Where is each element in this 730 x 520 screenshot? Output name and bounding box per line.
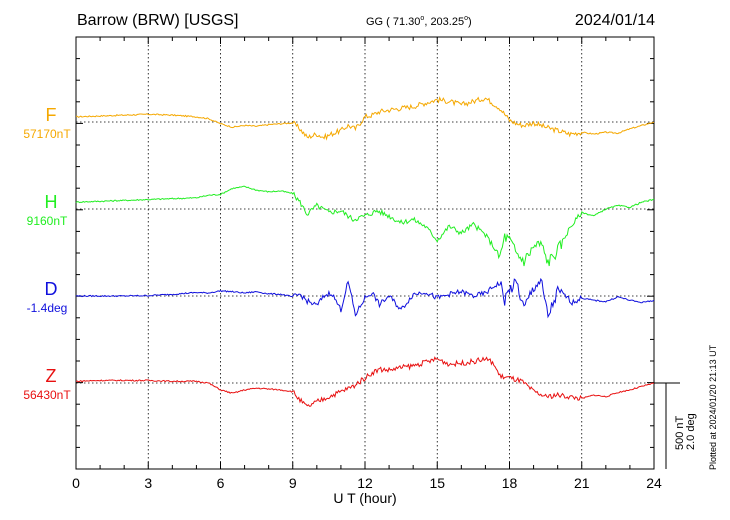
x-axis-label: U T (hour) — [333, 490, 396, 506]
series-name-Z: Z — [46, 366, 57, 386]
scale-bar-label-deg: 2.0 deg — [685, 413, 697, 450]
x-tick-label-3: 3 — [144, 475, 152, 491]
series-line-D — [75, 277, 655, 319]
station-coordinates: GG ( 71.30o, 203.25o) — [366, 15, 472, 28]
x-tick-label-18: 18 — [502, 475, 518, 491]
series-baseline-H: 9160nT — [27, 214, 68, 228]
series-line-Z — [75, 356, 655, 407]
grid-lines — [76, 37, 654, 469]
series-line-H — [75, 185, 655, 267]
series-line-F — [76, 96, 655, 141]
x-tick-label-21: 21 — [574, 475, 590, 491]
x-tick-label-6: 6 — [217, 475, 225, 491]
x-tick-label-9: 9 — [289, 475, 297, 491]
plotted-timestamp: Plotted at 2024/01/20 21:13 UT — [708, 344, 718, 470]
series-name-H: H — [45, 192, 58, 212]
degree-sign: o — [420, 15, 424, 22]
series-layer — [75, 96, 655, 407]
x-tick-label-12: 12 — [357, 475, 373, 491]
degree-sign: o — [464, 15, 468, 22]
scale-bar-label-nt: 500 nT — [674, 415, 686, 450]
series-name-F: F — [46, 105, 57, 125]
series-baseline-F: 57170nT — [23, 127, 71, 141]
series-baseline-Z: 56430nT — [23, 388, 71, 402]
x-tick-label-15: 15 — [429, 475, 445, 491]
series-baseline-D: -1.4deg — [27, 301, 68, 315]
series-name-D: D — [45, 279, 58, 299]
x-tick-label-24: 24 — [646, 475, 662, 491]
x-tick-labels: 0 3 6 9 12 15 18 21 24 — [72, 475, 662, 491]
plot-frame — [75, 36, 655, 470]
station-title: Barrow (BRW) [USGS] — [77, 12, 239, 29]
chart-date: 2024/01/14 — [575, 12, 655, 29]
scale-bar: 500 nT 2.0 deg — [654, 382, 697, 469]
x-tick-label-0: 0 — [72, 475, 80, 491]
series-labels: F 57170nT H 9160nT D -1.4deg Z 56430nT — [23, 105, 71, 402]
